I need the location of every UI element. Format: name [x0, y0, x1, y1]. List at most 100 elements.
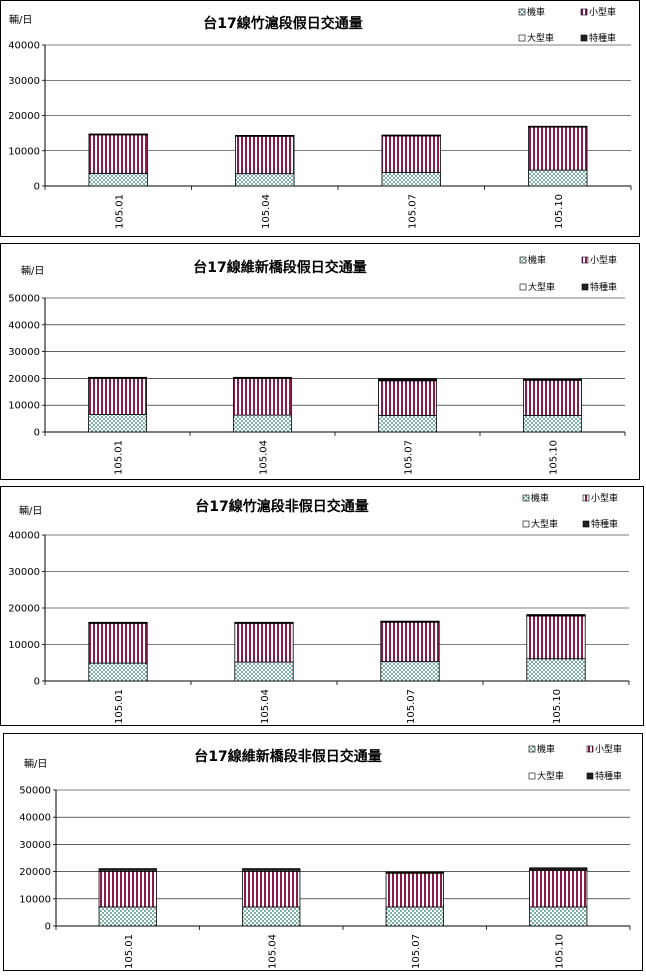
chart-title: 台17線維新橋段假日交通量: [193, 259, 366, 276]
bar-segment-special_car: [98, 868, 157, 871]
bar-segment-special_car: [529, 867, 588, 870]
bar-segment-special_car: [378, 378, 437, 381]
legend-label-small_car: 小型車: [595, 743, 622, 755]
legend-swatch-small_car: [581, 256, 589, 264]
x-tick-label: 105.10: [554, 934, 565, 969]
bar-segment-special_car: [385, 871, 444, 873]
legend-swatch-small_car: [582, 494, 590, 502]
legend-label-special_car: 特種車: [589, 32, 616, 44]
legend-swatch-motorcycle: [519, 256, 527, 264]
legend-label-large_car: 大型車: [527, 32, 554, 44]
legend-label-small_car: 小型車: [590, 254, 617, 266]
bar-segment-small_car: [88, 622, 148, 664]
legend-label-motorcycle: 機車: [527, 6, 545, 18]
y-unit-label: 輛/日: [21, 264, 44, 277]
chart-panel-4: 台17線維新橋段非假日交通量 輛/日 0 10000 20000 30000 40000 50…: [3, 733, 643, 971]
legend-swatch-small_car: [586, 745, 594, 753]
bar-segment-small_car: [526, 615, 586, 660]
y-tick-label: 20000: [8, 604, 40, 615]
x-tick-label: 105.04: [259, 440, 270, 475]
chart-svg: 台17線竹滬段非假日交通量 輛/日 0 10000 20000 30000 40000 105…: [8, 492, 630, 724]
y-tick-label: 0: [34, 428, 40, 439]
bar-segment-motorcycle: [88, 414, 147, 433]
y-tick-label: 30000: [8, 76, 40, 87]
bar-segment-motorcycle: [523, 414, 582, 433]
bar-segment-motorcycle: [381, 172, 441, 187]
bar-segment-motorcycle: [528, 169, 588, 187]
y-tick-label: 0: [34, 182, 40, 193]
bar-segment-motorcycle: [233, 414, 292, 433]
legend-label-large_car: 大型車: [537, 770, 564, 782]
y-unit-label: 輛/日: [24, 757, 47, 770]
y-tick-label: 10000: [8, 640, 40, 651]
legend-swatch-special_car: [586, 772, 594, 780]
chart-svg: 台17線竹滬段假日交通量 輛/日 0 10000 20000 30000 40000 105.…: [8, 6, 632, 229]
bar-segment-small_car: [380, 621, 440, 663]
x-tick-label: 105.01: [114, 194, 125, 229]
legend-label-small_car: 小型車: [591, 492, 618, 504]
y-tick-label: 30000: [19, 840, 51, 851]
legend-swatch-motorcycle: [518, 8, 526, 16]
legend-label-motorcycle: 機車: [528, 254, 546, 266]
y-tick-label: 20000: [8, 111, 40, 122]
y-tick-label: 20000: [19, 867, 51, 878]
chart-panel-2: 台17線維新橋段假日交通量 輛/日 0 10000 20000 30000 40000 500…: [0, 243, 640, 480]
bar-segment-motorcycle: [385, 906, 444, 927]
bar-segment-motorcycle: [235, 173, 295, 187]
legend-swatch-motorcycle: [522, 494, 530, 502]
bar-segment-motorcycle: [88, 172, 148, 187]
x-tick-label: 105.04: [261, 194, 272, 229]
x-tick-label: 105.04: [260, 689, 271, 724]
legend-label-large_car: 大型車: [528, 281, 555, 293]
bar-segment-special_car: [526, 614, 586, 616]
bar-segment-small_car: [88, 134, 148, 174]
y-tick-label: 40000: [8, 41, 40, 52]
bar-segment-motorcycle: [242, 906, 301, 927]
bar-segment-special_car: [242, 868, 301, 871]
bar-segment-small_car: [235, 135, 295, 175]
bar-segment-motorcycle: [234, 661, 294, 682]
legend-label-large_car: 大型車: [531, 518, 558, 530]
legend-swatch-special_car: [580, 34, 588, 42]
x-tick-label: 105.10: [554, 194, 565, 229]
y-tick-label: 0: [45, 922, 51, 933]
legend-swatch-large_car: [518, 34, 526, 42]
bar-segment-small_car: [98, 870, 157, 908]
legend-label-small_car: 小型車: [589, 6, 616, 18]
y-tick-label: 40000: [19, 813, 51, 824]
bar-segment-small_car: [234, 622, 294, 663]
legend-swatch-motorcycle: [528, 745, 536, 753]
bar-segment-motorcycle: [380, 661, 440, 682]
y-unit-label: 輛/日: [9, 13, 32, 26]
y-tick-label: 30000: [8, 567, 40, 578]
y-unit-label: 輛/日: [19, 504, 42, 517]
legend-label-motorcycle: 機車: [537, 743, 555, 755]
bar-segment-small_car: [381, 135, 441, 174]
chart-title: 台17線竹滬段非假日交通量: [195, 498, 368, 515]
x-tick-label: 105.01: [124, 934, 135, 969]
bar-segment-small_car: [88, 377, 147, 415]
x-tick-label: 105.10: [549, 440, 560, 475]
bar-segment-motorcycle: [526, 658, 586, 682]
bar-segment-small_car: [233, 377, 292, 416]
bar-segment-small_car: [529, 870, 588, 908]
y-tick-label: 50000: [19, 786, 51, 797]
x-tick-label: 105.04: [267, 934, 278, 969]
y-tick-label: 10000: [19, 894, 51, 905]
x-tick-label: 105.07: [404, 440, 415, 475]
x-tick-label: 105.07: [406, 689, 417, 724]
y-tick-label: 20000: [8, 374, 40, 385]
y-tick-label: 10000: [8, 146, 40, 157]
legend-swatch-special_car: [582, 520, 590, 528]
chart-title: 台17線竹滬段假日交通量: [203, 15, 362, 32]
y-tick-label: 10000: [8, 401, 40, 412]
y-tick-label: 0: [34, 677, 40, 688]
bar-segment-motorcycle: [98, 906, 157, 927]
y-tick-label: 40000: [8, 531, 40, 542]
bar-segment-motorcycle: [378, 414, 437, 433]
bar-segment-small_car: [378, 380, 437, 416]
x-tick-label: 105.01: [114, 689, 125, 724]
bar-segment-small_car: [528, 126, 588, 171]
y-tick-label: 50000: [8, 294, 40, 305]
